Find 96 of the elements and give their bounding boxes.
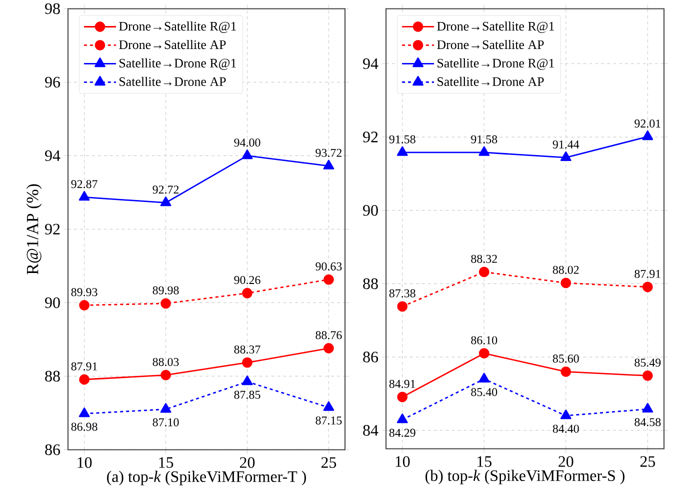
point [478, 266, 490, 278]
data-label: 92.87 [71, 180, 98, 188]
data-label: 88.37 [234, 346, 260, 354]
point [78, 408, 90, 418]
point [560, 278, 572, 288]
data-label: 87.91 [71, 362, 98, 371]
point [160, 196, 172, 206]
y-tick-label: 92 [363, 132, 378, 143]
x-axis-title: (a) top-k (SpikeViMFormer-T ) [107, 470, 306, 486]
y-tick-label: 88 [363, 278, 378, 290]
data-label: 85.49 [634, 358, 661, 367]
data-label: 90.63 [316, 262, 342, 271]
point [642, 370, 653, 382]
x-tick-label: 10 [396, 456, 410, 468]
legend-label: Drone→Satellite AP [119, 40, 226, 50]
legend-label: Drone→Satellite AP [437, 40, 544, 50]
point [642, 403, 654, 413]
point [160, 370, 171, 380]
point [324, 343, 334, 354]
x-tick-label: 25 [321, 457, 336, 468]
data-label: 88.32 [471, 254, 497, 264]
x-tick-label: 25 [640, 456, 655, 468]
y-tick-label: 94 [45, 150, 60, 162]
data-label: 87.15 [316, 416, 342, 425]
data-label: 91.44 [552, 140, 580, 149]
data-label: 87.85 [234, 390, 260, 399]
data-label: 94.00 [234, 138, 260, 147]
legend-label: Satellite→Drone R@1 [438, 58, 554, 70]
y-tick-label: 96 [45, 77, 60, 88]
legend-label: Satellite→Drone AP [120, 77, 226, 86]
data-label: 91.58 [389, 135, 416, 144]
y-axis-title: R@1/AP (%) [26, 184, 42, 275]
data-label: 91.58 [471, 135, 498, 144]
data-label: 88.02 [552, 266, 579, 274]
point [397, 392, 408, 402]
point [242, 288, 252, 298]
y-tick-label: 94 [363, 58, 378, 70]
x-tick-label: 15 [478, 456, 492, 468]
point [242, 376, 253, 386]
point [396, 146, 408, 156]
data-label: 84.40 [552, 424, 579, 433]
x-tick-label: 10 [78, 457, 92, 468]
data-label: 88.76 [316, 331, 342, 340]
point [560, 366, 572, 378]
x-axis-title: (b) top-k (SpikeViMFormer-S ) [426, 470, 624, 484]
legend-label: Satellite→Drone AP [438, 77, 544, 86]
data-label: 92.72 [152, 186, 179, 194]
point [397, 301, 408, 312]
point [642, 282, 653, 292]
point [160, 298, 171, 309]
point [79, 374, 90, 385]
point [642, 130, 654, 140]
x-tick-label: 20 [240, 457, 255, 468]
point [323, 401, 334, 412]
point [478, 348, 490, 359]
legend-label: Drone→Satellite R@1 [437, 22, 554, 34]
x-tick-label: 20 [558, 456, 574, 468]
point [323, 160, 334, 170]
point [78, 191, 90, 201]
data-label: 89.93 [71, 288, 98, 296]
point [242, 358, 252, 368]
legend-label: Drone→Satellite R@1 [119, 22, 236, 34]
data-label: 90.26 [234, 276, 260, 284]
data-label: 84.91 [389, 380, 416, 388]
data-label: 87.38 [389, 289, 416, 298]
data-label: 92.01 [634, 120, 660, 128]
point [560, 410, 572, 420]
y-tick-label: 86 [45, 444, 60, 456]
data-label: 87.10 [152, 418, 179, 427]
data-label: 86.98 [71, 422, 98, 431]
data-label: 85.60 [552, 354, 579, 363]
y-tick-label: 90 [363, 205, 378, 216]
y-tick-label: 84 [363, 425, 378, 436]
legend-label: Satellite→Drone R@1 [120, 58, 236, 70]
data-label: 84.29 [389, 428, 416, 438]
data-label: 86.10 [471, 336, 498, 344]
y-tick-label: 88 [45, 370, 60, 382]
data-label: 93.72 [316, 149, 342, 158]
data-label: 88.03 [152, 358, 179, 366]
y-tick-label: 98 [45, 3, 60, 14]
data-label: 84.58 [634, 418, 661, 426]
point [396, 414, 408, 424]
point [478, 372, 490, 383]
point [478, 146, 490, 156]
y-tick-label: 86 [363, 352, 378, 363]
x-tick-label: 15 [159, 457, 174, 468]
point [160, 403, 172, 413]
point [560, 152, 572, 162]
data-label: 87.91 [634, 270, 660, 278]
y-tick-label: 92 [45, 224, 60, 235]
data-label: 89.98 [152, 286, 179, 295]
point [242, 150, 253, 160]
point [79, 300, 90, 311]
y-tick-label: 90 [45, 297, 60, 308]
point [324, 274, 334, 285]
data-label: 85.40 [471, 388, 498, 396]
